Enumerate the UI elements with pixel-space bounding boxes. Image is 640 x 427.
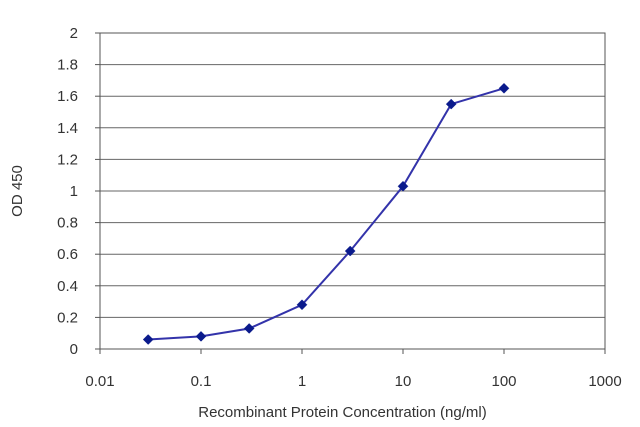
x-tick-label: 0.01 (85, 373, 114, 390)
y-tick-label: 0.6 (57, 246, 78, 263)
y-tick-label: 0.2 (57, 309, 78, 326)
x-axis-ticks: 0.01 0.1 1 10 100 1000 (85, 349, 622, 390)
y-tick-label: 1.4 (57, 120, 78, 137)
y-tick-label: 1.6 (57, 88, 78, 105)
y-axis-title: OD 450 (9, 165, 26, 217)
gridlines (100, 64, 605, 318)
y-tick-label: 1.8 (57, 57, 78, 74)
y-tick-label: 0.4 (57, 278, 78, 295)
x-tick-label: 0.1 (191, 373, 212, 390)
x-tick-label: 1 (298, 373, 306, 390)
y-tick-label: 0 (70, 341, 78, 358)
data-point (142, 334, 154, 345)
y-tick-label: 2 (70, 25, 78, 42)
y-tick-label: 1.2 (57, 151, 78, 168)
data-point (397, 180, 409, 192)
y-tick-label: 0.8 (57, 215, 78, 232)
x-tick-label: 10 (395, 373, 412, 390)
data-point (243, 323, 255, 334)
series-layer (142, 82, 510, 345)
y-axis-ticks: 0 0.2 0.4 0.6 0.8 1 1.2 1.4 1.6 1.8 2 (57, 25, 100, 358)
x-tick-label: 100 (491, 373, 516, 390)
data-point (296, 299, 308, 311)
series-line (148, 87, 505, 341)
y-tick-label: 1 (70, 183, 78, 200)
data-point (445, 98, 457, 110)
data-point (498, 82, 510, 94)
x-axis-title: Recombinant Protein Concentration (ng/ml… (198, 404, 486, 421)
data-point (344, 245, 356, 257)
data-point (195, 331, 207, 342)
x-tick-label: 1000 (588, 373, 621, 390)
